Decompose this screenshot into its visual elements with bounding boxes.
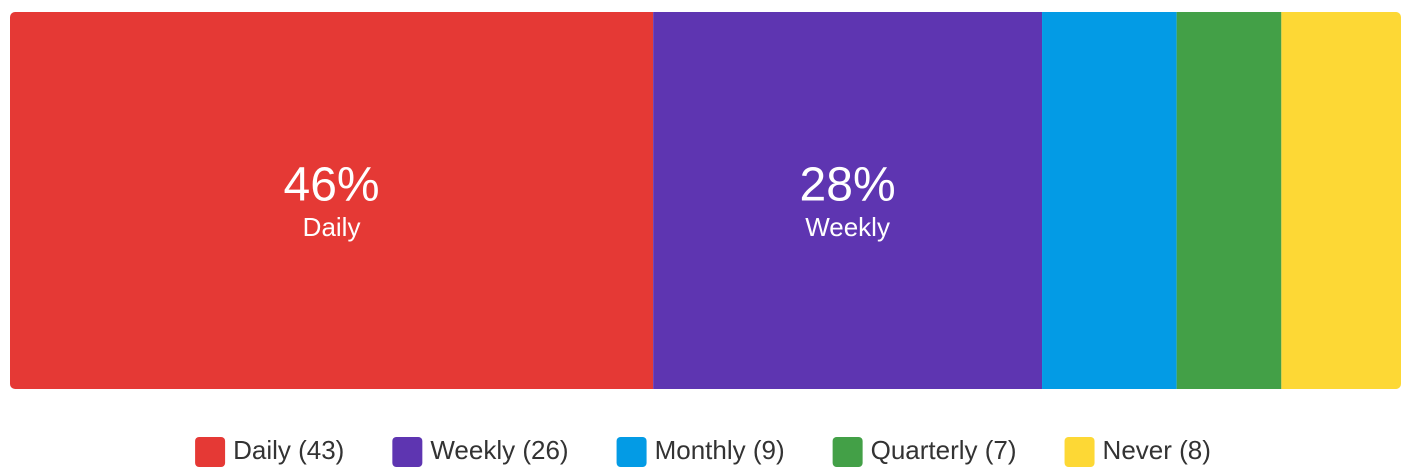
legend-label: Monthly (9) xyxy=(655,435,785,465)
legend-swatch xyxy=(616,437,647,467)
stacked-bar xyxy=(10,12,1401,389)
legend-item: Daily (43) xyxy=(195,435,344,467)
percent-label: 46% xyxy=(284,159,380,212)
segment-labels: 46%Daily 28%Weekly xyxy=(284,159,896,242)
legend-swatch xyxy=(1064,437,1095,467)
bar-segment xyxy=(653,12,1043,389)
bar-segment xyxy=(1176,12,1282,389)
legend-swatch xyxy=(832,437,863,467)
legend-swatch xyxy=(195,437,226,467)
legend: Daily (43) Weekly (26) Monthly (9) Quarterl… xyxy=(195,435,1211,467)
legend-swatch xyxy=(392,437,423,467)
legend-item: Never (8) xyxy=(1064,435,1211,467)
legend-label: Never (8) xyxy=(1103,435,1211,465)
legend-item: Quarterly (7) xyxy=(832,435,1017,467)
bar-segment xyxy=(10,12,654,389)
bar-segment xyxy=(1042,12,1177,389)
legend-label: Quarterly (7) xyxy=(871,435,1017,465)
segment-name: Weekly xyxy=(805,212,890,242)
legend-item: Weekly (26) xyxy=(392,435,569,467)
legend-label: Weekly (26) xyxy=(430,435,568,465)
legend-item: Monthly (9) xyxy=(616,435,785,467)
legend-label: Daily (43) xyxy=(233,435,344,465)
bar-segment xyxy=(1281,12,1401,389)
percent-label: 28% xyxy=(800,159,896,212)
segment-name: Daily xyxy=(303,212,361,242)
